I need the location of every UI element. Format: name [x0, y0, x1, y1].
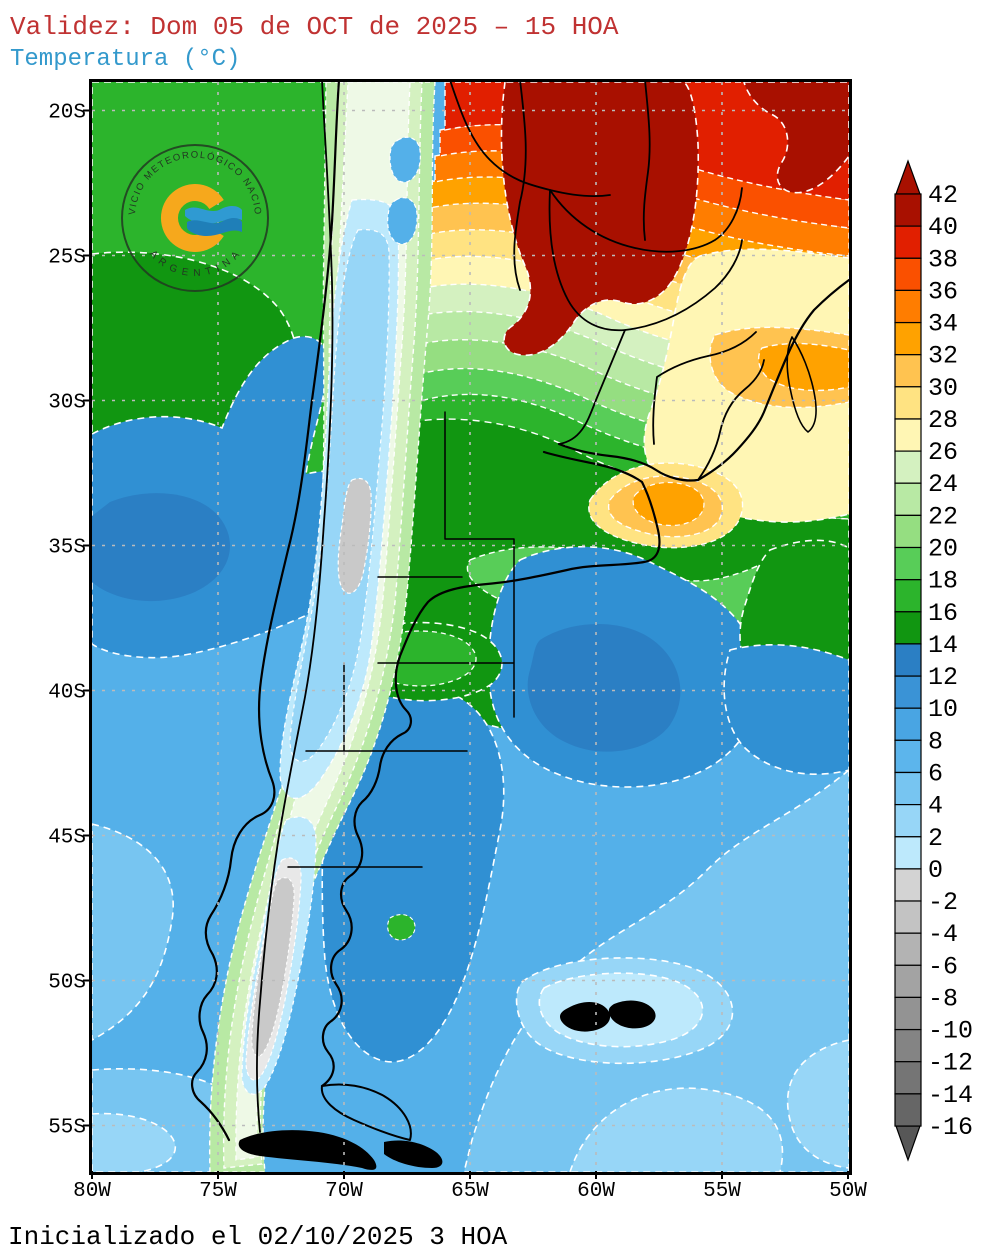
svg-text:-12: -12 [928, 1049, 973, 1078]
svg-text:28: 28 [928, 406, 958, 435]
svg-text:-10: -10 [928, 1017, 973, 1046]
svg-text:30S: 30S [48, 392, 86, 415]
svg-text:60W: 60W [577, 1180, 615, 1203]
svg-text:70W: 70W [325, 1180, 363, 1203]
svg-text:12: 12 [928, 663, 958, 692]
svg-text:22: 22 [928, 502, 958, 531]
svg-text:18: 18 [928, 567, 958, 596]
svg-text:36: 36 [928, 277, 958, 306]
svg-text:50S: 50S [48, 972, 86, 995]
svg-text:80W: 80W [73, 1180, 111, 1203]
svg-text:50W: 50W [829, 1180, 867, 1203]
svg-text:16: 16 [928, 599, 958, 628]
svg-text:-16: -16 [928, 1113, 973, 1142]
svg-text:55S: 55S [48, 1117, 86, 1140]
svg-text:20: 20 [928, 535, 958, 564]
svg-text:2: 2 [928, 824, 943, 853]
svg-text:-6: -6 [928, 952, 958, 981]
svg-text:35S: 35S [48, 537, 86, 560]
svg-text:-14: -14 [928, 1081, 973, 1110]
svg-text:40S: 40S [48, 682, 86, 705]
svg-text:30: 30 [928, 374, 958, 403]
svg-text:65W: 65W [451, 1180, 489, 1203]
svg-text:26: 26 [928, 438, 958, 467]
svg-text:34: 34 [928, 310, 958, 339]
svg-text:32: 32 [928, 342, 958, 371]
svg-text:24: 24 [928, 470, 958, 499]
svg-text:-4: -4 [928, 920, 958, 949]
svg-text:38: 38 [928, 245, 958, 274]
svg-text:4: 4 [928, 792, 943, 821]
svg-text:42: 42 [928, 181, 958, 210]
svg-text:8: 8 [928, 727, 943, 756]
svg-text:75W: 75W [199, 1180, 237, 1203]
svg-text:45S: 45S [48, 827, 86, 850]
svg-text:40: 40 [928, 213, 958, 242]
svg-text:55W: 55W [703, 1180, 741, 1203]
svg-text:20S: 20S [48, 102, 86, 125]
svg-text:14: 14 [928, 631, 958, 660]
svg-text:25S: 25S [48, 247, 86, 270]
svg-text:0: 0 [928, 856, 943, 885]
svg-text:-2: -2 [928, 888, 958, 917]
svg-text:-8: -8 [928, 984, 958, 1013]
svg-text:10: 10 [928, 695, 958, 724]
svg-text:6: 6 [928, 760, 943, 789]
